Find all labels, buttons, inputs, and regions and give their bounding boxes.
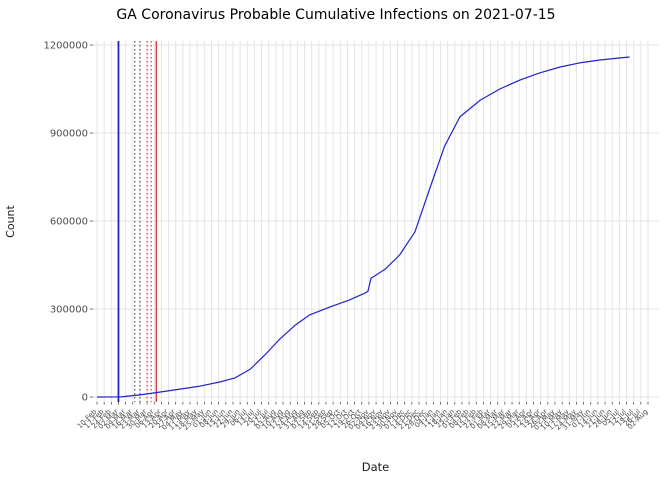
x-axis-title: Date (362, 460, 390, 474)
plot-area: 0300000600000900000120000010-Feb17-Feb24… (4, 41, 658, 474)
y-tick-label: 600000 (50, 217, 88, 228)
y-axis-title: Count (4, 204, 17, 237)
y-tick-label: 900000 (50, 129, 88, 140)
y-tick-label: 1200000 (43, 41, 88, 52)
y-tick-label: 0 (82, 393, 88, 404)
chart-title: GA Coronavirus Probable Cumulative Infec… (116, 7, 556, 23)
y-tick-label: 300000 (50, 305, 88, 316)
series-line (96, 56, 630, 398)
